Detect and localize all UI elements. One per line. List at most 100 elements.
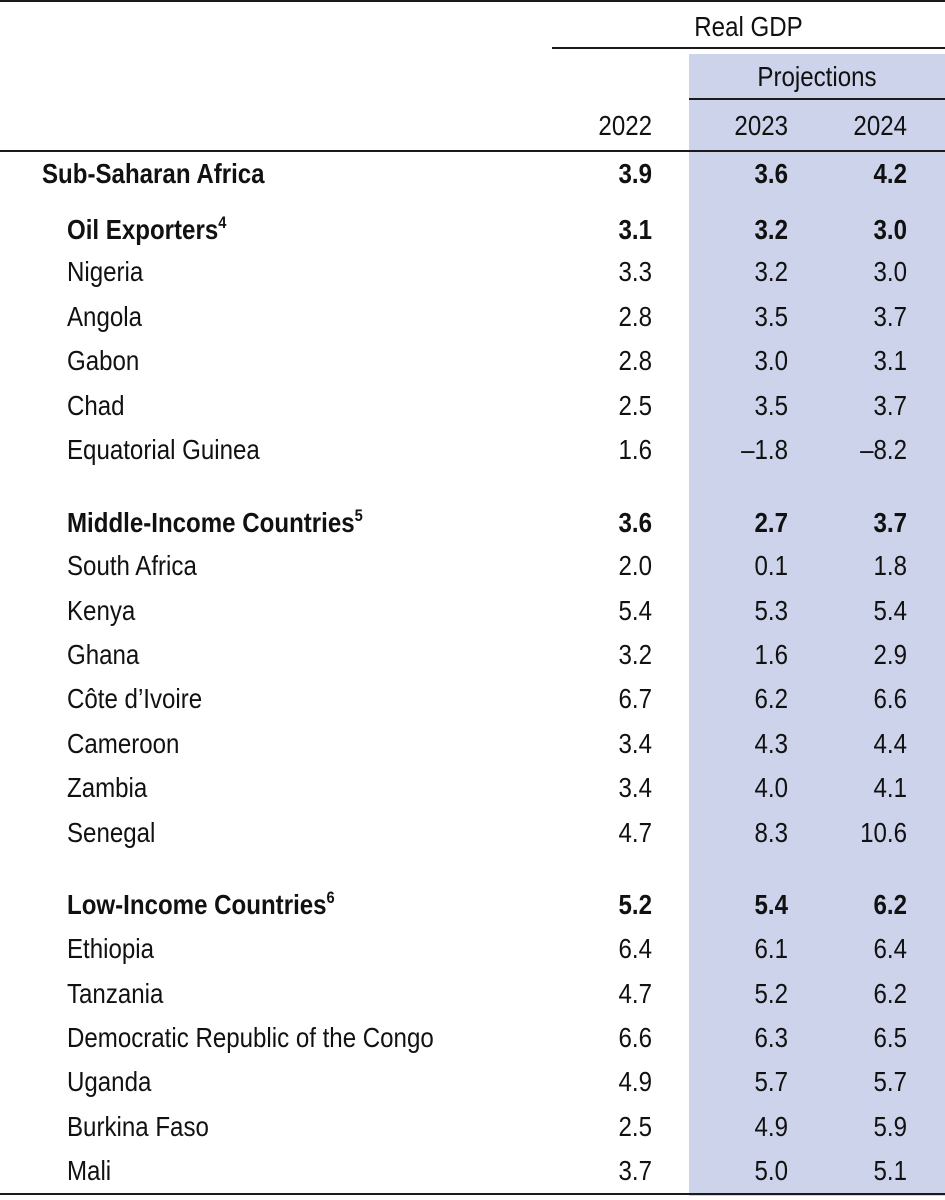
value-cell-2024: 3.0	[873, 214, 907, 245]
row-label: Senegal	[67, 817, 156, 848]
value-cell-2022: 2.8	[618, 345, 652, 376]
value-cell-2024: 4.1	[873, 772, 907, 803]
year-header-2023: 2023	[734, 110, 788, 141]
value-cell-2024: 10.6	[860, 817, 907, 848]
row-label: Cameroon	[67, 728, 180, 759]
value-cell-2023: 3.2	[754, 256, 788, 287]
value-cell-2022: 4.7	[618, 817, 652, 848]
value-cell-2023: 3.5	[754, 301, 788, 332]
row-label: Middle-Income Countries5	[67, 506, 363, 538]
value-cell-2022: 2.8	[618, 301, 652, 332]
value-cell-2022: 3.9	[618, 158, 652, 189]
value-cell-2022: 5.2	[618, 889, 652, 920]
value-cell-2023: 2.7	[754, 507, 788, 538]
value-cell-2022: 6.6	[618, 1022, 652, 1053]
value-cell-2023: 3.2	[754, 214, 788, 245]
row-label: Ghana	[67, 639, 140, 670]
value-cell-2022: 5.4	[618, 595, 652, 626]
value-cell-2023: –1.8	[741, 434, 788, 465]
value-cell-2024: 4.4	[873, 728, 907, 759]
value-cell-2024: 6.6	[873, 683, 907, 714]
row-label: South Africa	[67, 550, 197, 581]
value-cell-2022: 2.5	[618, 390, 652, 421]
value-cell-2022: 3.4	[618, 728, 652, 759]
footnote-marker: 6	[326, 888, 335, 907]
value-cell-2023: 5.2	[754, 978, 788, 1009]
value-cell-2024: 5.4	[873, 595, 907, 626]
row-label: Uganda	[67, 1066, 152, 1097]
value-cell-2022: 6.7	[618, 683, 652, 714]
year-header-2022: 2022	[598, 110, 652, 141]
footnote-marker: 5	[354, 506, 363, 525]
value-cell-2023: 3.5	[754, 390, 788, 421]
value-cell-2024: 2.9	[873, 639, 907, 670]
value-cell-2024: 3.0	[873, 256, 907, 287]
row-label: Equatorial Guinea	[67, 434, 260, 465]
value-cell-2024: 4.2	[873, 158, 907, 189]
row-label: Angola	[67, 301, 142, 332]
value-cell-2023: 1.6	[754, 639, 788, 670]
value-cell-2022: 4.9	[618, 1066, 652, 1097]
value-cell-2024: 6.2	[873, 978, 907, 1009]
value-cell-2024: 5.7	[873, 1066, 907, 1097]
real-gdp-rule	[552, 47, 945, 49]
row-label: Mali	[67, 1155, 112, 1186]
value-cell-2022: 3.6	[618, 507, 652, 538]
value-cell-2023: 5.7	[754, 1066, 788, 1097]
value-cell-2023: 5.0	[754, 1155, 788, 1186]
value-cell-2024: –8.2	[860, 434, 907, 465]
row-label: Democratic Republic of the Congo	[67, 1022, 434, 1053]
value-cell-2024: 1.8	[873, 550, 907, 581]
row-label: Ethiopia	[67, 933, 155, 964]
value-cell-2023: 3.6	[754, 158, 788, 189]
value-cell-2023: 6.3	[754, 1022, 788, 1053]
bottom-rule	[0, 1193, 945, 1195]
row-label: Gabon	[67, 345, 140, 376]
value-cell-2024: 6.2	[873, 889, 907, 920]
value-cell-2024: 5.1	[873, 1155, 907, 1186]
row-label: Kenya	[67, 595, 136, 626]
value-cell-2022: 2.5	[618, 1111, 652, 1142]
value-cell-2024: 3.7	[873, 507, 907, 538]
value-cell-2024: 6.5	[873, 1022, 907, 1053]
footnote-marker: 4	[218, 213, 227, 232]
projections-rule	[689, 98, 945, 100]
value-cell-2024: 6.4	[873, 933, 907, 964]
row-label: Burkina Faso	[67, 1111, 209, 1142]
row-label: Zambia	[67, 772, 148, 803]
value-cell-2023: 3.0	[754, 345, 788, 376]
value-cell-2023: 4.0	[754, 772, 788, 803]
row-label: Oil Exporters4	[67, 213, 227, 245]
value-cell-2022: 3.7	[618, 1155, 652, 1186]
value-cell-2022: 3.4	[618, 772, 652, 803]
real-gdp-header: Real GDP	[694, 11, 803, 42]
value-cell-2023: 6.1	[754, 933, 788, 964]
value-cell-2024: 3.7	[873, 301, 907, 332]
value-cell-2022: 3.2	[618, 639, 652, 670]
top-rule	[0, 0, 945, 2]
value-cell-2024: 5.9	[873, 1111, 907, 1142]
row-label: Côte d’Ivoire	[67, 683, 203, 714]
value-cell-2022: 4.7	[618, 978, 652, 1009]
value-cell-2022: 2.0	[618, 550, 652, 581]
value-cell-2022: 1.6	[618, 434, 652, 465]
value-cell-2023: 5.3	[754, 595, 788, 626]
value-cell-2022: 6.4	[618, 933, 652, 964]
value-cell-2022: 3.1	[618, 214, 652, 245]
value-cell-2023: 6.2	[754, 683, 788, 714]
value-cell-2023: 8.3	[754, 817, 788, 848]
value-cell-2023: 4.3	[754, 728, 788, 759]
row-label: Tanzania	[67, 978, 164, 1009]
projections-header: Projections	[757, 61, 877, 92]
projections-shading	[689, 54, 945, 1196]
header-bottom-rule	[0, 150, 945, 152]
row-label: Chad	[67, 390, 125, 421]
row-label: Low-Income Countries6	[67, 888, 335, 920]
value-cell-2024: 3.1	[873, 345, 907, 376]
row-label: Nigeria	[67, 256, 144, 287]
row-label: Sub-Saharan Africa	[42, 158, 265, 189]
value-cell-2023: 5.4	[754, 889, 788, 920]
value-cell-2022: 3.3	[618, 256, 652, 287]
value-cell-2023: 4.9	[754, 1111, 788, 1142]
value-cell-2023: 0.1	[754, 550, 788, 581]
